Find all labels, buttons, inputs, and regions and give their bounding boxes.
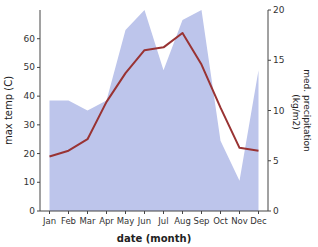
x-tick (163, 211, 164, 214)
y2-tick (268, 160, 271, 161)
y-axis-line (40, 10, 41, 211)
y2-tick (268, 60, 271, 61)
x-tick-label: May (117, 216, 135, 226)
temperature-line (50, 33, 259, 156)
y2-axis-label: med. precipitation (kg/m2) (291, 69, 312, 151)
x-tick-label: Sep (193, 216, 209, 226)
y-tick (37, 211, 40, 212)
x-tick-label: Dec (250, 216, 267, 226)
y-tick (37, 67, 40, 68)
x-tick (87, 211, 88, 214)
plot-area (50, 10, 259, 211)
y-tick (37, 182, 40, 183)
y2-tick (268, 110, 271, 111)
y-tick (37, 38, 40, 39)
x-tick (239, 211, 240, 214)
x-tick (106, 211, 107, 214)
x-axis-line (40, 211, 268, 212)
x-tick-label: Aug (174, 216, 191, 226)
x-tick-label: Jun (137, 216, 151, 226)
y2-tick (268, 211, 271, 212)
x-tick (258, 211, 259, 214)
x-tick-label: Mar (79, 216, 96, 226)
x-tick (182, 211, 183, 214)
y2-axis-label-line: med. precipitation (302, 69, 312, 151)
y-tick-label: 10 (24, 177, 36, 187)
y-tick-label: 30 (24, 120, 36, 130)
x-tick (49, 211, 50, 214)
y-tick-label: 50 (24, 62, 36, 72)
y2-axis-label-line: (kg/m2) (291, 91, 301, 129)
y-tick (37, 96, 40, 97)
y-tick (37, 124, 40, 125)
x-tick (144, 211, 145, 214)
y-tick-label: 20 (24, 149, 36, 159)
x-axis-label: date (month) (117, 233, 191, 244)
y2-tick-label: 10 (273, 106, 285, 116)
y2-tick (268, 10, 271, 11)
y2-tick-label: 15 (273, 55, 284, 65)
y-tick-label: 0 (29, 206, 35, 216)
y2-tick-label: 5 (273, 156, 279, 166)
x-tick-label: Oct (213, 216, 228, 226)
x-tick-label: Feb (61, 216, 76, 226)
y-axis-label: max temp (C) (3, 76, 14, 145)
x-tick (68, 211, 69, 214)
x-tick (220, 211, 221, 214)
y-tick-label: 60 (24, 34, 36, 44)
y-tick (37, 153, 40, 154)
x-tick (125, 211, 126, 214)
precipitation-area (50, 10, 259, 211)
x-tick-label: Jul (157, 216, 168, 226)
y2-tick-label: 20 (273, 5, 285, 15)
y2-tick-label: 0 (273, 206, 279, 216)
x-tick (201, 211, 202, 214)
x-tick-label: Nov (231, 216, 248, 226)
x-tick-label: Jan (42, 216, 56, 226)
chart: 0 10 20 30 40 50 60 0 5 10 15 20 Jan FebMarAprMayJun J… (0, 0, 318, 247)
x-tick-label: Apr (99, 216, 114, 226)
y-tick-label: 40 (24, 91, 36, 101)
